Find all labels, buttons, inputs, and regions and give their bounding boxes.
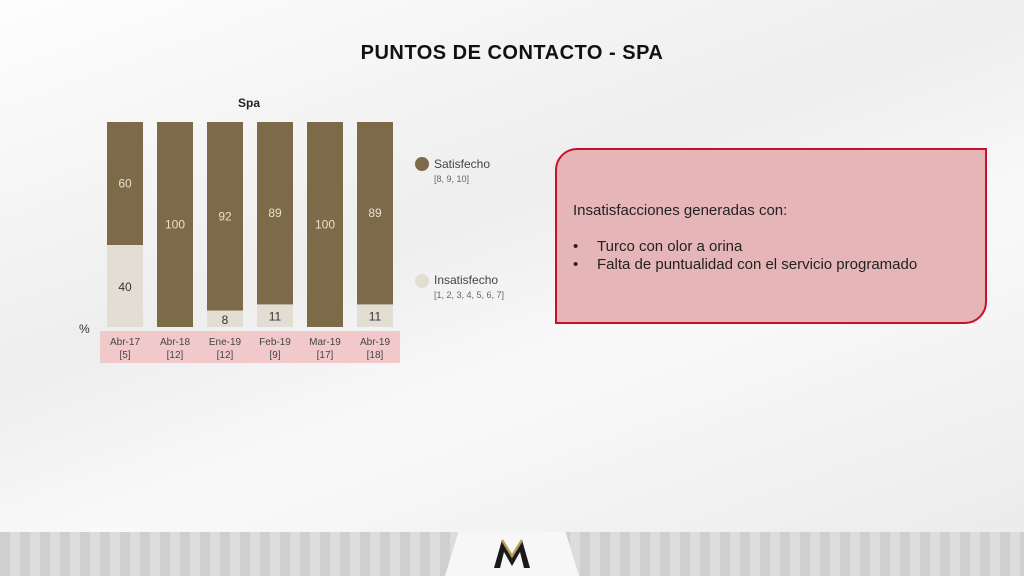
- callout-item: Turco con olor a orina: [573, 238, 917, 256]
- callout-list: Turco con olor a orina Falta de puntuali…: [573, 238, 917, 274]
- legend-satisfecho-swatch: [415, 157, 429, 171]
- sample-size-label: [17]: [317, 350, 334, 361]
- callout-item: Falta de puntualidad con el servicio pro…: [573, 256, 917, 274]
- slide-title: PUNTOS DE CONTACTO - SPA: [360, 42, 664, 64]
- sample-size-label: [12]: [167, 350, 184, 361]
- brand-logo-icon: [494, 539, 530, 568]
- category-tick-label: Feb-19: [259, 337, 291, 348]
- callout-heading: Insatisfacciones generadas con:: [573, 202, 788, 219]
- y-axis-label: %: [79, 322, 90, 336]
- data-label-satisfecho: 60: [118, 177, 132, 191]
- dissatisfaction-callout: Insatisfacciones generadas con: Turco co…: [555, 148, 987, 324]
- category-tick-label: Mar-19: [309, 337, 341, 348]
- sample-size-label: [12]: [217, 350, 234, 361]
- sample-size-label: [18]: [367, 350, 384, 361]
- data-label-insatisfecho: 8: [222, 313, 229, 327]
- category-tick-label: Abr-19: [360, 337, 390, 348]
- data-label-satisfecho: 89: [368, 206, 382, 220]
- category-tick-label: Ene-19: [209, 337, 242, 348]
- bar-satisfecho: [157, 122, 193, 327]
- data-label-satisfecho: 92: [218, 209, 232, 223]
- bar-insatisfecho: [257, 304, 293, 327]
- chart-title: Spa: [238, 96, 261, 110]
- legend-insatisfecho-label: Insatisfecho: [434, 273, 499, 287]
- sample-size-label: [9]: [269, 350, 280, 361]
- data-label-satisfecho: 100: [165, 218, 185, 232]
- data-label-satisfecho: 100: [315, 218, 335, 232]
- bar-satisfecho: [307, 122, 343, 327]
- legend-insatisfecho-swatch: [415, 274, 429, 288]
- bar-satisfecho: [357, 122, 393, 305]
- legend-satisfecho-label: Satisfecho: [434, 157, 491, 171]
- bar-satisfecho: [257, 122, 293, 305]
- data-label-insatisfecho: 11: [369, 310, 382, 324]
- category-tick-label: Abr-18: [160, 337, 190, 348]
- category-axis-band: [100, 331, 400, 363]
- legend-satisfecho-range: [8, 9, 10]: [434, 174, 470, 184]
- sample-size-label: [5]: [119, 350, 130, 361]
- bar-insatisfecho: [207, 310, 243, 327]
- bar-satisfecho: [107, 122, 143, 245]
- legend-insatisfecho-range: [1, 2, 3, 4, 5, 6, 7]: [434, 290, 505, 300]
- data-label-satisfecho: 89: [268, 206, 282, 220]
- bar-insatisfecho: [357, 304, 393, 327]
- data-label-insatisfecho: 11: [269, 310, 282, 324]
- data-label-insatisfecho: 40: [118, 280, 132, 294]
- category-tick-label: Abr-17: [110, 337, 140, 348]
- bar-insatisfecho: [107, 245, 143, 327]
- bar-satisfecho: [207, 122, 243, 311]
